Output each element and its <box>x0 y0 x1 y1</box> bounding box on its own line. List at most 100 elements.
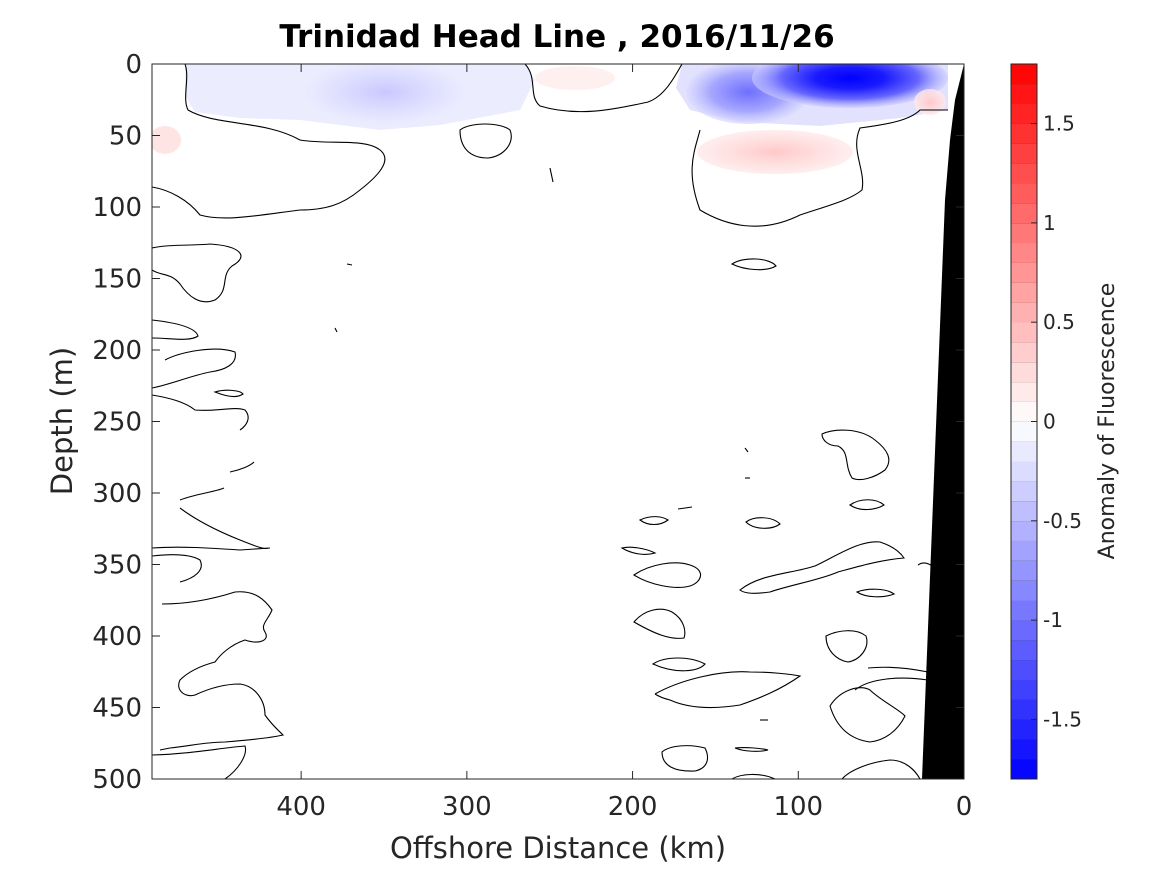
contour-line <box>734 747 769 752</box>
colorbar: -1.5 -1 -0.5 0 0.5 1 1.5 <box>1010 63 1082 780</box>
contour-line <box>213 389 244 398</box>
contour-line <box>849 499 885 511</box>
plot-area <box>152 64 964 779</box>
y-tick-label: 450 <box>92 694 142 724</box>
contour-line <box>867 666 929 673</box>
colorbar-level <box>1011 500 1037 522</box>
contour-line <box>229 461 255 473</box>
positive-anomaly-subsurface <box>697 130 853 174</box>
colorbar-level <box>1011 163 1037 184</box>
colorbar-level <box>1011 302 1037 323</box>
contour-line <box>854 677 929 691</box>
colorbar-level <box>1011 183 1037 204</box>
y-tick-label: 0 <box>125 50 142 80</box>
contour-line <box>745 517 781 529</box>
x-tick-label: 0 <box>956 792 973 822</box>
colorbar-level <box>1011 719 1037 740</box>
contour-line <box>152 554 202 583</box>
colorbar-level <box>1011 461 1037 482</box>
colorbar-level <box>1011 580 1037 601</box>
colorbar-tick-label: -1.5 <box>1043 707 1082 731</box>
contour-line <box>524 64 683 113</box>
contour-line <box>152 745 247 779</box>
x-tick-label: 100 <box>773 792 823 822</box>
colorbar-level <box>1011 282 1037 303</box>
contour-line <box>855 588 896 598</box>
bathymetry <box>922 64 964 779</box>
y-axis-label: Depth (m) <box>45 347 79 495</box>
chart-title: Trinidad Head Line , 2016/11/26 <box>279 19 834 55</box>
contour-line <box>152 319 199 340</box>
colorbar-level <box>1011 699 1037 720</box>
contour-line <box>334 327 338 333</box>
colorbar-level <box>1011 540 1037 561</box>
contour-line <box>159 591 285 751</box>
contour-line <box>152 348 236 389</box>
y-tick-label: 350 <box>92 551 142 581</box>
colorbar-level <box>1011 679 1037 700</box>
colorbar-level <box>1011 143 1037 164</box>
colorbar-tick-label: 1 <box>1043 211 1056 235</box>
colorbar-level <box>1011 560 1037 581</box>
contour-line <box>346 263 353 266</box>
colorbar-tick-label: 1.5 <box>1043 112 1075 136</box>
colorbar-level <box>1011 401 1037 422</box>
contour-line <box>677 506 693 510</box>
colorbar-level <box>1011 322 1037 343</box>
x-axis: 400 300 200 100 0 <box>276 64 972 822</box>
strong-negative-anomaly <box>752 64 948 108</box>
negative-anomaly-offshore <box>305 64 465 124</box>
contour-line <box>821 429 890 481</box>
contour-line <box>632 562 702 588</box>
colorbar-level <box>1011 262 1037 283</box>
y-axis: 0 50 100 150 200 250 300 350 400 450 500 <box>92 50 964 795</box>
y-tick-label: 400 <box>92 622 142 652</box>
colorbar-level <box>1011 83 1037 105</box>
contour-line <box>829 687 906 743</box>
contour-line <box>651 657 706 672</box>
plot-background <box>152 64 964 779</box>
colorbar-level <box>1011 361 1037 383</box>
positive-anomaly-mid <box>535 66 615 90</box>
contour-line <box>152 64 386 219</box>
colorbar-level <box>1011 620 1037 641</box>
contour-line <box>661 745 709 772</box>
colorbar-level <box>1011 520 1037 541</box>
colorbar-level <box>1011 342 1037 363</box>
colorbar-level <box>1011 441 1037 462</box>
contour-line <box>179 507 269 550</box>
contour-line <box>152 243 242 303</box>
contour-line <box>549 167 554 183</box>
y-tick-label: 300 <box>92 479 142 509</box>
x-axis-label: Offshore Distance (km) <box>390 831 726 865</box>
colorbar-tick-label: -1 <box>1043 608 1063 632</box>
colorbar-level <box>1011 64 1037 85</box>
colorbar-level <box>1011 123 1037 144</box>
colorbar-tick-label: 0 <box>1043 410 1056 434</box>
contour-line <box>691 109 948 227</box>
contour-line <box>152 546 271 551</box>
positive-anomaly-west <box>152 126 181 154</box>
contour-line <box>179 487 225 501</box>
colorbar-level <box>1011 739 1037 760</box>
x-tick-label: 400 <box>276 792 326 822</box>
colorbar-level <box>1011 421 1037 442</box>
y-tick-label: 200 <box>92 336 142 366</box>
y-tick-label: 100 <box>92 193 142 223</box>
colorbar-level <box>1011 242 1037 263</box>
contour-line <box>841 759 921 779</box>
contour-line <box>739 541 905 594</box>
contour-line <box>825 630 868 663</box>
colorbar-levels <box>1011 63 1037 780</box>
colorbar-level <box>1011 639 1037 661</box>
contour-line <box>152 394 249 431</box>
y-tick-label: 500 <box>92 765 142 795</box>
colorbar-ticks: -1.5 -1 -0.5 0 0.5 1 1.5 <box>1031 112 1082 731</box>
contour-line <box>620 546 657 555</box>
zero-contours <box>152 64 948 779</box>
colorbar-level <box>1011 659 1037 680</box>
colorbar-tick-label: -0.5 <box>1043 509 1082 533</box>
contour-line <box>730 258 777 271</box>
colorbar-level <box>1011 203 1037 224</box>
